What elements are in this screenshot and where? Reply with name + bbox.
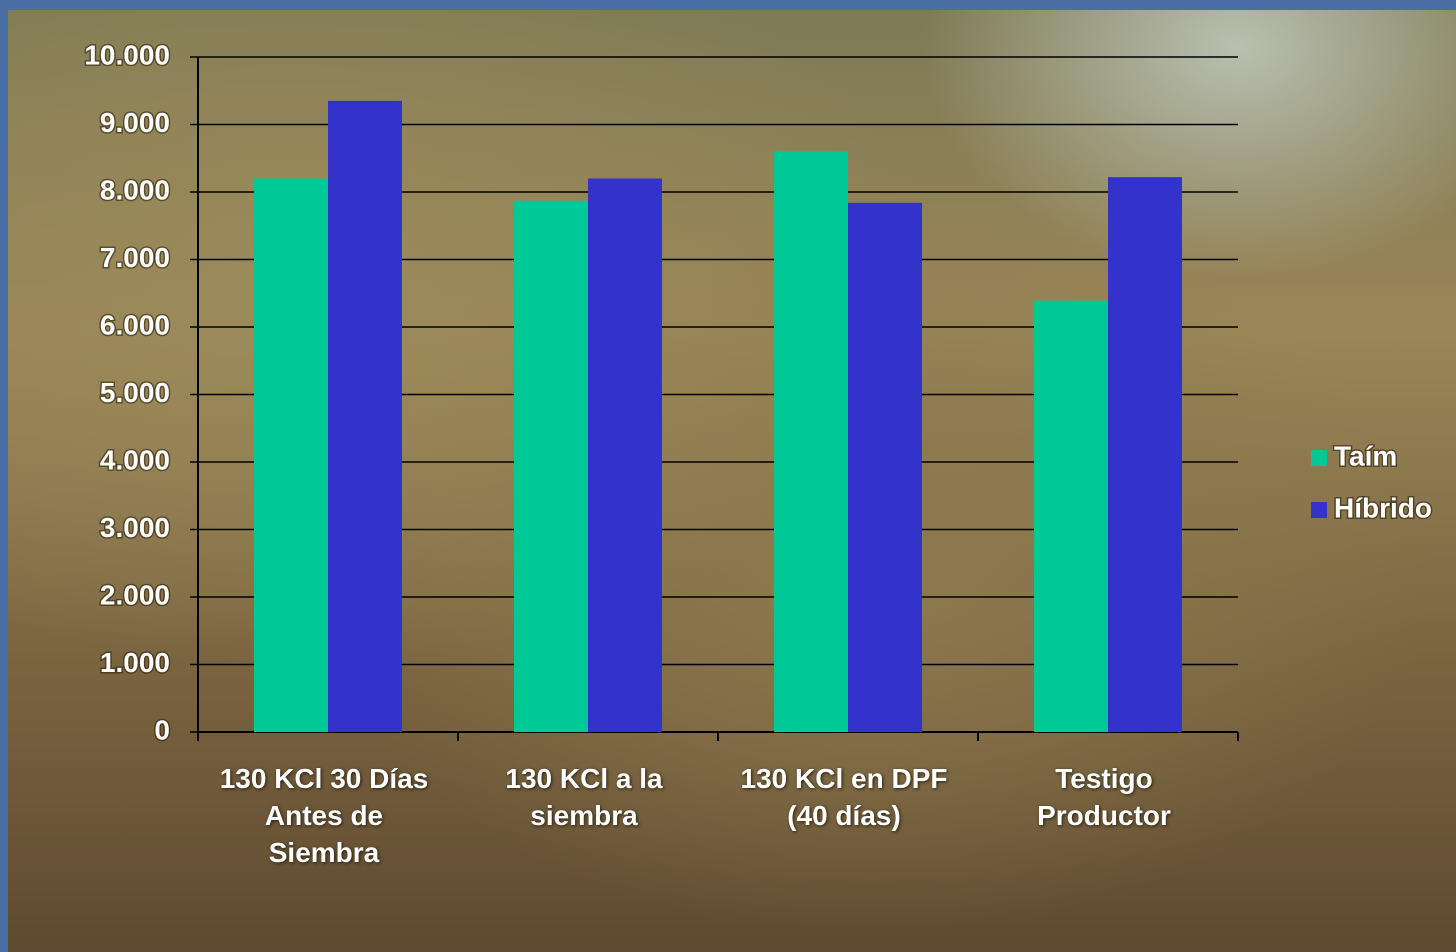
y-tick-label: 9.000	[100, 107, 170, 138]
legend-label: Híbrido	[1334, 492, 1432, 523]
y-tick-label: 1.000	[100, 647, 170, 678]
bar	[328, 100, 402, 732]
x-tick-label: 130 KCl en DPF (40 días)	[740, 763, 948, 831]
y-tick-label: 2.000	[100, 579, 170, 610]
x-tick-label: 130 KCl 30 Días Antes de Siembra	[219, 763, 429, 868]
x-tick-label: 130 KCl a la siembra	[505, 763, 663, 831]
y-tick-label: 6.000	[100, 309, 170, 340]
x-tick-label: Testigo Productor	[1037, 763, 1171, 831]
bar	[588, 178, 662, 732]
y-tick-label: 5.000	[100, 377, 170, 408]
legend-label: Taím	[1334, 440, 1397, 471]
legend-swatch	[1311, 502, 1327, 518]
y-tick-label: 10.000	[84, 39, 170, 70]
bar	[514, 200, 588, 732]
bar	[254, 178, 328, 732]
bar	[774, 151, 848, 732]
bar	[1034, 300, 1108, 732]
y-tick-label: 7.000	[100, 242, 170, 273]
y-tick-label: 4.000	[100, 444, 170, 475]
y-tick-label: 8.000	[100, 174, 170, 205]
bar	[848, 202, 922, 733]
bar	[1108, 177, 1182, 732]
legend-swatch	[1311, 450, 1327, 466]
y-tick-label: 3.000	[100, 512, 170, 543]
y-tick-label: 0	[154, 714, 170, 745]
